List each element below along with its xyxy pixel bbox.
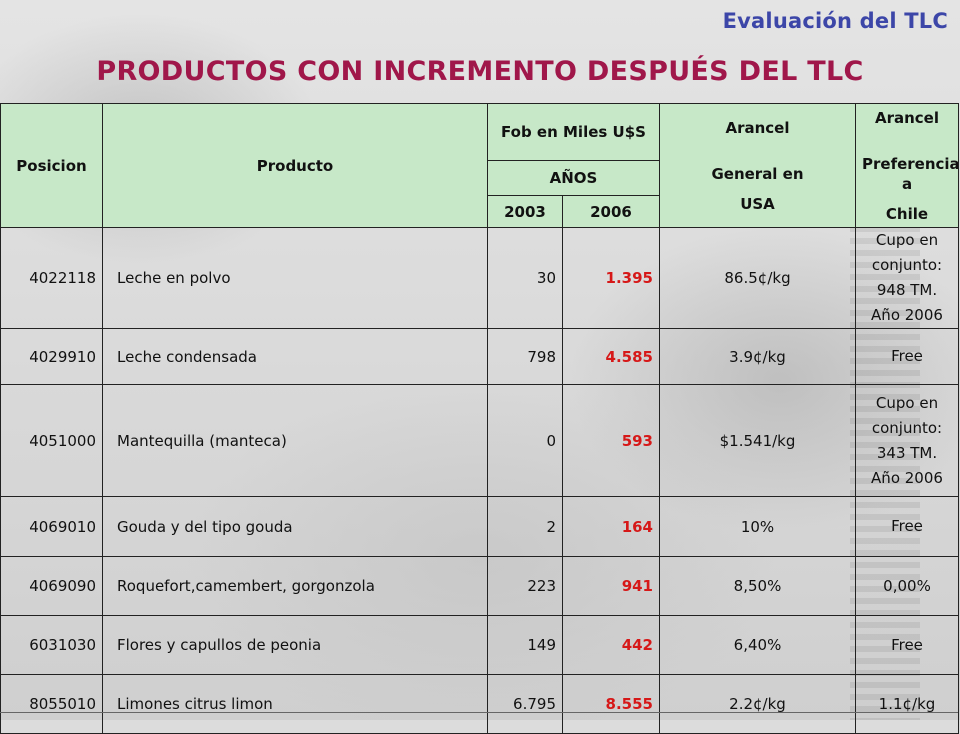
cell-arancel-pref: Cupo en conjunto: 343 TM. Año 2006 <box>855 384 959 497</box>
cell-fob-2003: 149 <box>487 615 563 675</box>
cell-producto: Leche en polvo <box>102 227 488 329</box>
cell-fob-2003: 798 <box>487 328 563 385</box>
cell-arancel-general: 2.2¢/kg <box>659 674 856 734</box>
cell-producto: Roquefort,camembert, gorgonzola <box>102 556 488 616</box>
cell-fob-2006: 8.555 <box>562 674 660 734</box>
cell-producto: Flores y capullos de peonia <box>102 615 488 675</box>
cell-fob-2003: 2 <box>487 496 563 557</box>
cell-arancel-pref: Free <box>855 615 959 675</box>
header-fob: Fob en Miles U$S <box>487 103 660 161</box>
cell-fob-2006: 593 <box>562 384 660 497</box>
cell-fob-2003: 0 <box>487 384 563 497</box>
page-title: PRODUCTOS CON INCREMENTO DESPUÉS DEL TLC <box>96 56 864 87</box>
cell-arancel-pref: Cupo en conjunto: 948 TM. Año 2006 <box>855 227 959 329</box>
bottom-divider <box>0 712 958 713</box>
cell-posicion: 8055010 <box>0 674 103 734</box>
cell-posicion: 4069010 <box>0 496 103 557</box>
header-year-2003: 2003 <box>487 195 563 228</box>
header-arancel-general: Arancel General en USA <box>659 103 856 228</box>
header-arancel-general-line-1: Arancel <box>725 118 790 137</box>
cell-fob-2003: 30 <box>487 227 563 329</box>
header-posicion: Posicion <box>0 103 103 228</box>
header-arancel-general-line-2: General en <box>711 164 804 183</box>
cell-posicion: 4069090 <box>0 556 103 616</box>
cell-fob-2006: 164 <box>562 496 660 557</box>
cell-arancel-general: 8,50% <box>659 556 856 616</box>
table-row: 4051000 Mantequilla (manteca) 0 593 $1.5… <box>0 384 959 497</box>
cell-fob-2003: 6.795 <box>487 674 563 734</box>
cell-arancel-pref: Free <box>855 496 959 557</box>
table-row: 4022118 Leche en polvo 30 1.395 86.5¢/kg… <box>0 227 959 329</box>
cell-arancel-general: 3.9¢/kg <box>659 328 856 385</box>
cell-posicion: 4022118 <box>0 227 103 329</box>
cell-fob-2006: 442 <box>562 615 660 675</box>
section-title: Evaluación del TLC <box>722 9 948 33</box>
header-arancel-general-line-3: USA <box>740 194 775 213</box>
cell-producto: Mantequilla (manteca) <box>102 384 488 497</box>
header-arancel-pref-line-3: Chile <box>885 204 929 223</box>
cell-arancel-general: 86.5¢/kg <box>659 227 856 329</box>
cell-producto: Limones citrus limon <box>102 674 488 734</box>
cell-producto: Leche condensada <box>102 328 488 385</box>
cell-arancel-pref: 0,00% <box>855 556 959 616</box>
header-arancel-preferencial: Arancel Preferencial a Chile <box>855 103 959 228</box>
header-year-2006: 2006 <box>562 195 660 228</box>
cell-fob-2006: 1.395 <box>562 227 660 329</box>
header-arancel-pref-line-1: Arancel <box>874 108 939 127</box>
cell-fob-2006: 4.585 <box>562 328 660 385</box>
header-anos: AÑOS <box>487 160 660 196</box>
cell-fob-2006: 941 <box>562 556 660 616</box>
cell-posicion: 4051000 <box>0 384 103 497</box>
table-row: 4069010 Gouda y del tipo gouda 2 164 10%… <box>0 496 959 557</box>
cell-posicion: 6031030 <box>0 615 103 675</box>
header-arancel-pref-line-2: Preferencial a <box>862 154 959 193</box>
header-producto: Producto <box>102 103 488 228</box>
products-table: Posicion Producto Fob en Miles U$S Aranc… <box>0 103 959 734</box>
cell-arancel-general: $1.541/kg <box>659 384 856 497</box>
cell-fob-2003: 223 <box>487 556 563 616</box>
cell-arancel-general: 10% <box>659 496 856 557</box>
table-row: 8055010 Limones citrus limon 6.795 8.555… <box>0 674 959 734</box>
cell-arancel-pref: 1.1¢/kg <box>855 674 959 734</box>
table-row: 4069090 Roquefort,camembert, gorgonzola … <box>0 556 959 616</box>
cell-producto: Gouda y del tipo gouda <box>102 496 488 557</box>
table-row: 6031030 Flores y capullos de peonia 149 … <box>0 615 959 675</box>
cell-posicion: 4029910 <box>0 328 103 385</box>
cell-arancel-pref: Free <box>855 328 959 385</box>
table-row: 4029910 Leche condensada 798 4.585 3.9¢/… <box>0 328 959 385</box>
cell-arancel-general: 6,40% <box>659 615 856 675</box>
